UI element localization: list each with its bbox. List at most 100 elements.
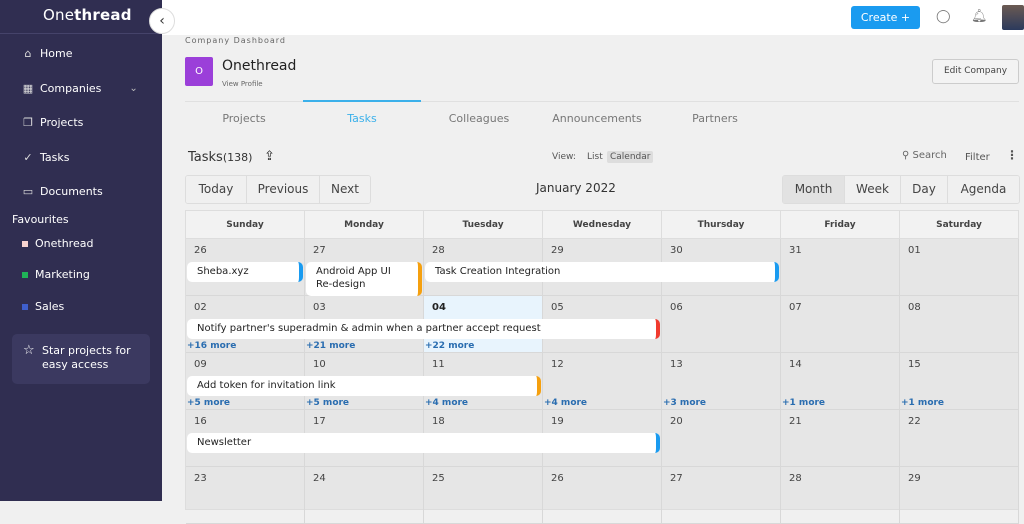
- day-cell[interactable]: 11: [424, 353, 543, 410]
- day-cell[interactable]: 23: [186, 467, 305, 524]
- day-cell[interactable]: 06: [662, 296, 781, 353]
- collapse-sidebar-button[interactable]: ‹: [149, 8, 175, 34]
- more-events-link[interactable]: +4 more: [425, 398, 469, 408]
- month-view-button[interactable]: Month: [783, 176, 845, 203]
- more-events-link[interactable]: +22 more: [425, 341, 475, 351]
- view-profile-link[interactable]: View Profile: [222, 80, 263, 88]
- day-number: 30: [670, 245, 683, 256]
- tab-tasks[interactable]: Tasks: [347, 112, 377, 125]
- tab-projects[interactable]: Projects: [222, 112, 266, 125]
- day-cell[interactable]: 13: [662, 353, 781, 410]
- calendar-event[interactable]: Sheba.xyz: [187, 262, 303, 282]
- chevron-down-icon[interactable]: ⌄: [129, 83, 138, 94]
- more-events-link[interactable]: +4 more: [544, 398, 588, 408]
- sidebar-item-tasks[interactable]: ✓ Tasks: [22, 151, 69, 164]
- view-calendar-button[interactable]: Calendar: [607, 151, 654, 163]
- projects-icon: ❐: [23, 115, 33, 129]
- day-cell[interactable]: 14: [781, 353, 900, 410]
- day-cell[interactable]: 12: [543, 353, 662, 410]
- tab-colleagues[interactable]: Colleagues: [448, 112, 510, 125]
- agenda-view-button[interactable]: Agenda: [948, 176, 1019, 203]
- day-cell[interactable]: 27: [662, 467, 781, 524]
- calendar-event[interactable]: Newsletter: [187, 433, 660, 453]
- day-cell[interactable]: 05: [543, 296, 662, 353]
- avatar[interactable]: [1002, 5, 1024, 30]
- calendar-event[interactable]: Notify partner's superadmin & admin when…: [187, 319, 660, 339]
- day-number: 29: [908, 473, 921, 484]
- favourite-onethread[interactable]: Onethread: [22, 237, 93, 250]
- calendar-event[interactable]: Task Creation Integration: [425, 262, 779, 282]
- tab-announcements[interactable]: Announcements: [552, 112, 642, 125]
- day-cell[interactable]: 21: [781, 410, 900, 467]
- more-events-link[interactable]: +21 more: [306, 341, 356, 351]
- sidebar-item-projects[interactable]: ❐ Projects: [22, 116, 83, 129]
- logo: Onethread: [43, 6, 132, 24]
- day-cell[interactable]: 31: [781, 239, 900, 296]
- day-cell[interactable]: 08: [900, 296, 1019, 353]
- day-header: Sunday: [186, 211, 305, 239]
- day-cell[interactable]: 07: [781, 296, 900, 353]
- nav-label: Home: [40, 47, 73, 60]
- previous-button[interactable]: Previous: [247, 176, 320, 203]
- day-number: 19: [551, 416, 564, 427]
- day-cell[interactable]: 26: [543, 467, 662, 524]
- day-cell[interactable]: 25: [424, 467, 543, 524]
- calendar-event[interactable]: Add token for invitation link: [187, 376, 541, 396]
- more-events-link[interactable]: +1 more: [901, 398, 945, 408]
- favourite-sales[interactable]: Sales: [22, 300, 64, 313]
- upload-icon[interactable]: ⇪: [264, 149, 275, 164]
- day-cell[interactable]: 29: [900, 467, 1019, 524]
- day-number: 15: [908, 359, 921, 370]
- day-number: 28: [789, 473, 802, 484]
- favourite-marketing[interactable]: Marketing: [22, 268, 90, 281]
- hint-text: Star projects for easy access: [42, 344, 131, 371]
- sidebar-item-home[interactable]: ⌂ Home: [22, 46, 73, 60]
- day-number: 24: [313, 473, 326, 484]
- nav-label: Documents: [40, 185, 103, 198]
- more-events-link[interactable]: +5 more: [187, 398, 231, 408]
- day-cell[interactable]: 24: [305, 467, 424, 524]
- search-button[interactable]: ⚲ Search: [902, 150, 947, 161]
- day-cell[interactable]: 28: [781, 467, 900, 524]
- bell-icon[interactable]: 🔔︎: [971, 9, 988, 24]
- more-events-link[interactable]: +3 more: [663, 398, 707, 408]
- filter-button[interactable]: Filter: [965, 152, 990, 163]
- tab-partners[interactable]: Partners: [692, 112, 738, 125]
- fav-label: Sales: [35, 300, 65, 313]
- today-button[interactable]: Today: [186, 176, 247, 203]
- folder-icon: ▭: [22, 184, 34, 198]
- more-options-icon[interactable]: ⋮: [1006, 148, 1018, 162]
- day-cell[interactable]: 22: [900, 410, 1019, 467]
- day-cell[interactable]: 20: [662, 410, 781, 467]
- day-number: 27: [670, 473, 683, 484]
- day-number: 03: [313, 302, 326, 313]
- sidebar-item-documents[interactable]: ▭ Documents: [22, 185, 103, 198]
- home-icon: ⌂: [24, 46, 32, 60]
- day-cell[interactable]: 01: [900, 239, 1019, 296]
- edit-company-button[interactable]: Edit Company: [932, 59, 1019, 84]
- day-number: 10: [313, 359, 326, 370]
- tabs-divider: [185, 101, 1019, 102]
- day-cell[interactable]: 19: [543, 410, 662, 467]
- day-number: 12: [551, 359, 564, 370]
- day-cell[interactable]: 26: [186, 239, 305, 296]
- more-events-link[interactable]: +1 more: [782, 398, 826, 408]
- nav-label: Projects: [40, 116, 84, 129]
- color-square: [22, 240, 28, 247]
- company-name: Onethread: [222, 58, 297, 74]
- calendar-event[interactable]: Android App UI Re-design: [306, 262, 422, 296]
- sidebar-item-companies[interactable]: ▦ Companies ⌄: [22, 82, 138, 95]
- more-events-link[interactable]: +16 more: [187, 341, 237, 351]
- fav-label: Marketing: [35, 268, 90, 281]
- chat-icon[interactable]: ◯: [936, 9, 951, 24]
- day-cell[interactable]: 15: [900, 353, 1019, 410]
- view-list-button[interactable]: List: [587, 152, 603, 162]
- create-button[interactable]: Create +: [851, 6, 920, 29]
- day-view-button[interactable]: Day: [901, 176, 948, 203]
- day-header: Thursday: [662, 211, 781, 239]
- more-events-link[interactable]: +5 more: [306, 398, 350, 408]
- day-cell[interactable]: 30: [662, 239, 781, 296]
- week-view-button[interactable]: Week: [845, 176, 901, 203]
- next-button[interactable]: Next: [320, 176, 370, 203]
- day-number: 28: [432, 245, 445, 256]
